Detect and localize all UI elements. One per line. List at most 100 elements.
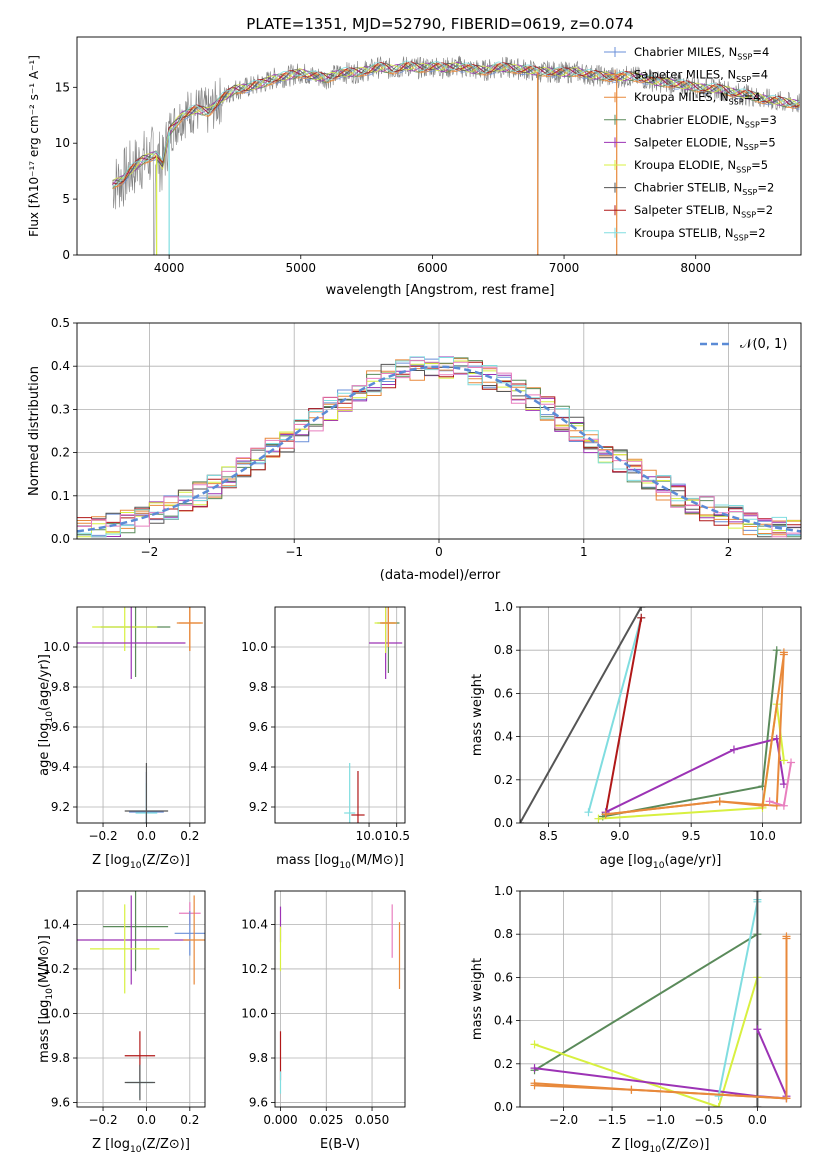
tick-label-x: 0.025 [309,1113,343,1127]
tick-label-x: 5000 [286,261,317,275]
tick-label-y: 0.4 [51,359,70,373]
tick-label-y: 0.8 [494,927,513,941]
axes-massweight_vs_z: −2.0 −1.5 −1.0 −0.5 0.0 0.0 0.2 0.4 0.6 0.8 1.0 [494,884,802,1127]
figure-title: PLATE=1351, MJD=52790, FIBERID=0619, z=0… [246,15,633,33]
tick-label-y: 9.6 [249,1096,268,1110]
tick-label-y: 10.4 [43,917,70,931]
legend-label: Chabrier ELODIE, NSSP=3 [634,113,777,129]
tick-label-y: 10.4 [241,917,268,931]
y-axis-label: mass [log10(M/M⊙)] [37,935,55,1063]
tick-label-y: 0.0 [494,1100,513,1114]
histogram-series [77,359,801,538]
tick-label-x: 2 [725,545,733,559]
tick-label-y: 9.6 [249,720,268,734]
series-line [605,737,785,814]
tick-label-x: 0.2 [180,1113,199,1127]
series-marker [637,607,646,611]
series-marker [753,891,762,895]
tick-label-y: 1.0 [494,884,513,898]
series-line [533,933,758,1072]
x-axis-label: Z [log10(Z/Z⊙)] [92,853,190,871]
legend-label: Chabrier MILES, NSSP=4 [634,45,769,61]
axes-residuals: −2 −1 0 1 2 0.0 0.1 0.2 0.3 0.4 0.5 [51,316,802,559]
tick-label-x: 4000 [154,261,185,275]
tick-label-y: 9.6 [51,1096,70,1110]
tick-label-y: 0.5 [51,316,70,330]
series-marker [627,1085,636,1094]
series-marker [779,801,788,810]
axes-spectrum: 4000 5000 6000 7000 8000 0 5 10 15 [55,36,802,275]
legend-label: Salpeter MILES, NSSP=4 [634,68,768,84]
histogram-steps [77,356,801,538]
normal-curve [77,365,801,533]
x-axis-label: Z [log10(Z/Z⊙)] [612,1137,710,1155]
x-axis-label: age [log10(age/yr)] [600,853,722,871]
points [77,891,205,1101]
tick-label-y: 10.2 [43,962,70,976]
axes-frame [76,322,802,540]
tick-label-y: 15 [55,80,70,94]
tick-label-x: 10.0 [749,829,776,843]
x-axis-label: (data-model)/error [380,568,501,583]
axes-mass_vs_ebv: 0.000 0.025 0.050 9.6 9.8 10.0 10.2 10.4 [241,890,406,1127]
tick-label-y: 0.2 [51,446,70,460]
tick-label-y: 0.3 [51,402,70,416]
tick-label-y: 0.1 [51,489,70,503]
tick-label-y: 0.6 [494,970,513,984]
tick-label-y: 10.0 [43,640,70,654]
model-spectrum [112,62,800,182]
series-marker [729,745,738,754]
series-line [602,650,778,818]
series-marker [715,797,724,806]
tick-label-y: 9.8 [51,1051,70,1065]
axes-frame [274,606,406,824]
tick-label-x: 8.5 [539,829,558,843]
tick-label-y: 10 [55,136,70,150]
tick-label-x: 10.5 [383,829,410,843]
tick-label-y: 9.2 [249,800,268,814]
tick-label-y: 0.0 [51,532,70,546]
axes-massweight_vs_age: 8.5 9.0 9.5 10.0 0.0 0.2 0.4 0.6 0.8 1.0 [494,600,802,843]
model-spectrum [112,60,800,187]
tick-label-y: 9.4 [249,760,268,774]
series-line [605,654,785,816]
tick-label-x: −1 [285,545,303,559]
series-line [605,652,785,816]
series-lines [530,891,791,1107]
tick-label-y: 0.2 [494,1057,513,1071]
tick-label-y: 0 [62,248,70,262]
tick-label-x: 8000 [680,261,711,275]
series-marker [765,797,774,806]
tick-label-y: 0.0 [494,816,513,830]
axes-frame [519,890,802,1108]
tick-label-x: 0.0 [748,1113,767,1127]
axes-frame [76,36,802,256]
axes-frame [519,606,802,824]
tick-label-y: 9.8 [249,1051,268,1065]
series-line [756,1028,788,1097]
tick-label-y: 10.0 [241,640,268,654]
series-marker [714,1092,723,1101]
tick-label-y: 9.6 [51,720,70,734]
series-marker [601,810,610,819]
x-axis-label: wavelength [Angstrom, rest frame] [326,283,555,298]
tick-label-x: 0.0 [137,829,156,843]
x-axis-label: Z [log10(Z/Z⊙)] [92,1137,190,1155]
tick-label-y: 9.8 [249,680,268,694]
tick-label-y: 9.4 [51,760,70,774]
tick-label-y: 10.0 [43,1006,70,1020]
tick-label-y: 0.2 [494,773,513,787]
series-marker [779,756,788,765]
tick-label-y: 10.2 [241,962,268,976]
y-axis-label: mass weight [470,958,485,1040]
tick-label-y: 0.4 [494,1014,513,1028]
series-marker [753,1025,762,1034]
series-marker [779,650,788,659]
legend-label: Salpeter STELIB, NSSP=2 [634,203,773,219]
legend-label: 𝒩(0, 1) [740,337,787,352]
y-axis-label: age [log10(age/yr)] [37,654,55,776]
tick-label-x: −0.2 [88,1113,117,1127]
axes-frame [76,606,206,824]
tick-label-y: 0.6 [494,686,513,700]
